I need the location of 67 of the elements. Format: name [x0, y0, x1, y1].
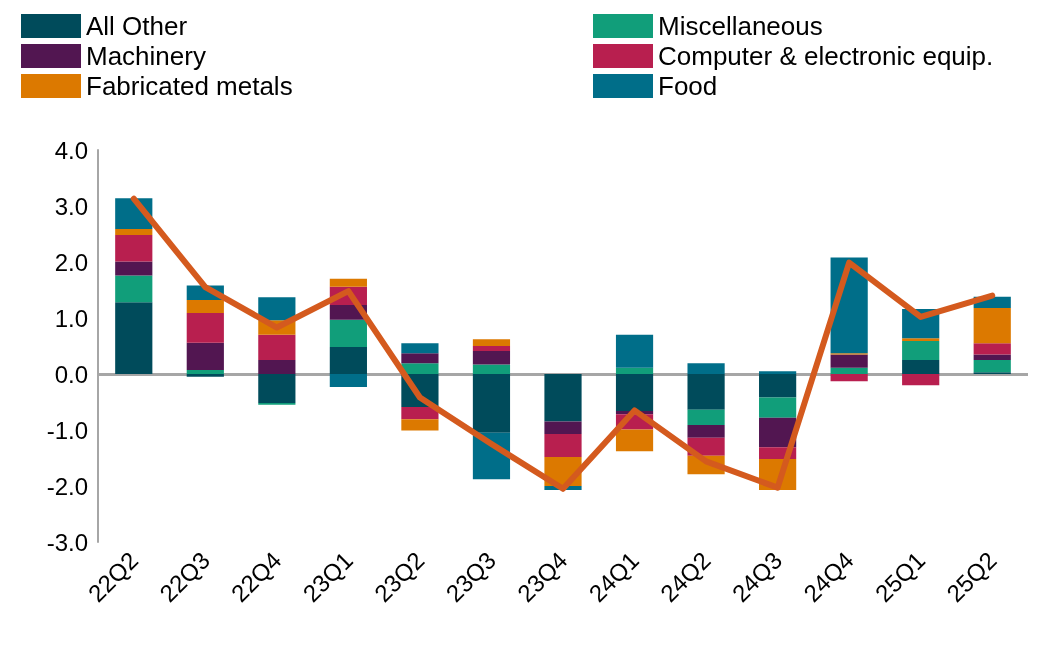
- bar: [258, 360, 296, 374]
- bar: [186, 312, 224, 343]
- bar: [329, 347, 367, 374]
- bar: [329, 278, 367, 287]
- bar: [329, 319, 367, 348]
- y-tick-label: 0.0: [54, 360, 88, 388]
- bar: [472, 339, 511, 346]
- bar: [687, 424, 725, 438]
- bar: [472, 364, 511, 374]
- bar: [258, 297, 296, 321]
- bar: [258, 334, 296, 360]
- bar: [544, 374, 582, 422]
- bar: [687, 374, 725, 410]
- legend-label: Fabricated metals: [86, 71, 293, 101]
- bar: [687, 363, 725, 374]
- legend-label: Miscellaneous: [658, 11, 823, 41]
- bar: [759, 374, 797, 398]
- bar: [973, 307, 1011, 344]
- bar: [115, 228, 153, 236]
- bar: [329, 374, 367, 387]
- bar: [902, 340, 940, 360]
- bar: [615, 374, 654, 411]
- bar: [759, 371, 797, 374]
- bar: [472, 346, 511, 352]
- bar: [401, 343, 439, 354]
- bar: [830, 367, 868, 374]
- bar: [186, 342, 224, 371]
- y-tick-label: 2.0: [54, 248, 88, 276]
- y-tick-label: 1.0: [54, 304, 88, 332]
- bar: [186, 374, 224, 377]
- bar: [401, 353, 439, 364]
- legend-label: Machinery: [86, 41, 206, 71]
- bar: [401, 419, 439, 431]
- bar: [687, 409, 725, 425]
- bar: [115, 235, 153, 262]
- bar: [615, 334, 654, 368]
- bar: [830, 374, 868, 382]
- legend-label: All Other: [86, 11, 188, 41]
- y-tick-label: -3.0: [46, 528, 88, 556]
- bar: [472, 374, 511, 433]
- bar: [115, 302, 153, 374]
- legend-label: Food: [658, 71, 718, 101]
- bar: [186, 300, 224, 313]
- bar: [973, 354, 1011, 360]
- bar: [544, 433, 582, 457]
- bar: [544, 421, 582, 434]
- bar: [615, 429, 654, 452]
- bar: [902, 338, 940, 341]
- legend-label: Computer & electronic equip.: [658, 41, 994, 71]
- bar: [830, 354, 868, 368]
- bar: [472, 351, 511, 365]
- bar: [973, 343, 1011, 355]
- bar: [186, 370, 224, 374]
- bar: [258, 374, 296, 404]
- bar: [115, 261, 153, 276]
- y-tick-label: 3.0: [54, 192, 88, 220]
- bar: [759, 397, 797, 418]
- y-tick-label: 4.0: [54, 136, 88, 164]
- bar: [973, 360, 1011, 373]
- bar: [902, 360, 940, 374]
- bar: [615, 367, 654, 374]
- bar: [902, 374, 940, 386]
- bar: [115, 275, 153, 303]
- bar: [401, 407, 439, 420]
- y-tick-label: -2.0: [46, 472, 88, 500]
- y-tick-label: -1.0: [46, 416, 88, 444]
- bar: [401, 363, 439, 374]
